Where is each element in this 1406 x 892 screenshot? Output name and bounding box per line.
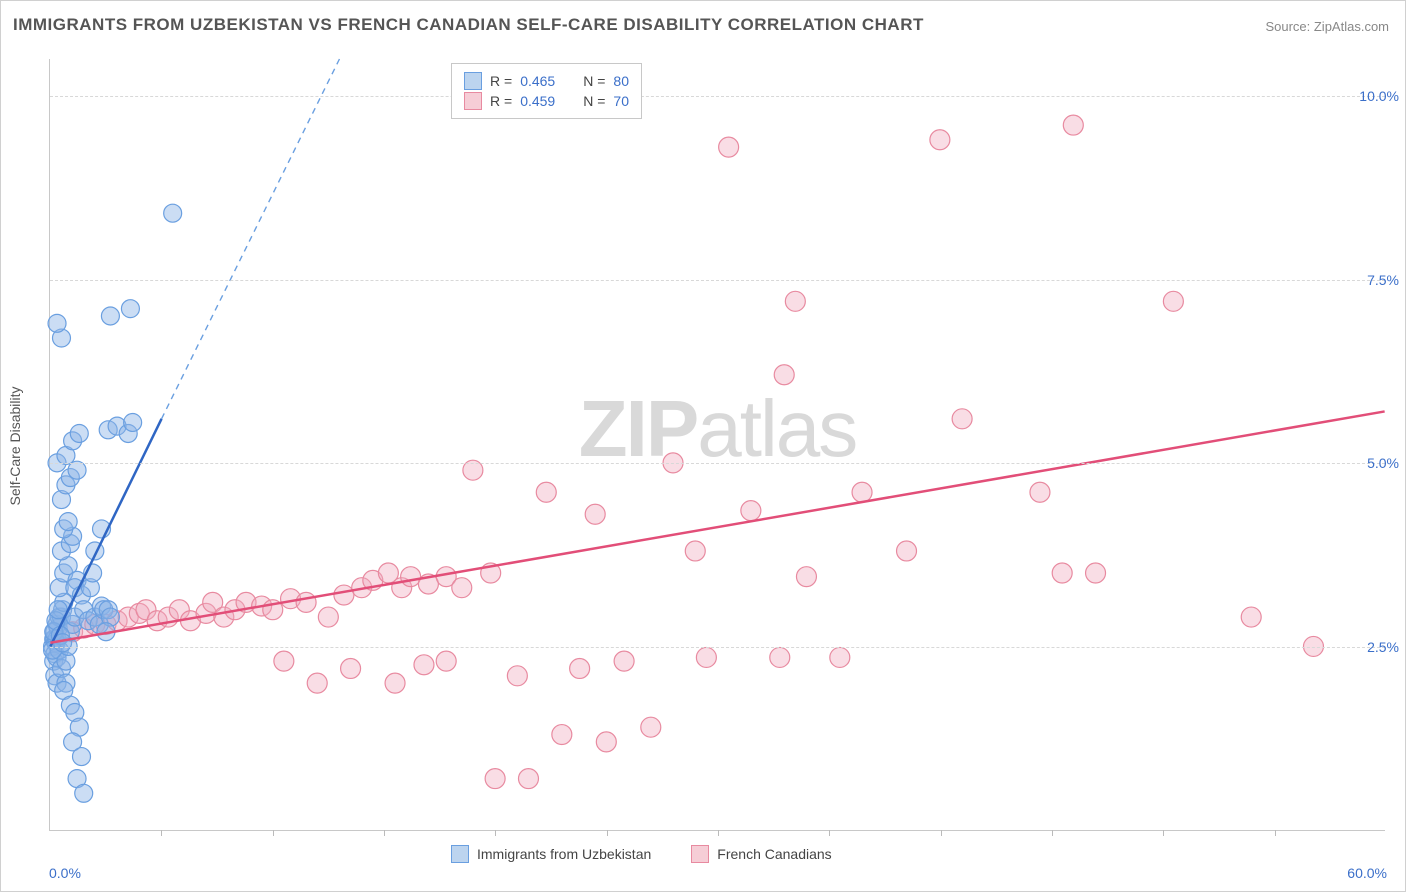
swatch-blue (464, 72, 482, 90)
plot-svg (50, 59, 1385, 830)
swatch-pink-icon (691, 845, 709, 863)
legend-correlation: R = 0.465 N = 80 R = 0.459 N = 70 (451, 63, 642, 119)
n-label-blue: N = (583, 73, 605, 89)
n-value-blue: 80 (613, 73, 629, 89)
legend-item-pink: French Canadians (691, 845, 831, 863)
swatch-pink (464, 92, 482, 110)
r-label-blue: R = (490, 73, 512, 89)
y-tick: 10.0% (1359, 88, 1399, 104)
y-tick: 2.5% (1367, 639, 1399, 655)
chart-title: IMMIGRANTS FROM UZBEKISTAN VS FRENCH CAN… (13, 15, 924, 35)
chart-frame: IMMIGRANTS FROM UZBEKISTAN VS FRENCH CAN… (0, 0, 1406, 892)
x-tick-min: 0.0% (49, 865, 81, 881)
series-label-pink: French Canadians (717, 846, 831, 862)
r-label-pink: R = (490, 93, 512, 109)
y-tick: 7.5% (1367, 272, 1399, 288)
plot-area: ZIPatlas (49, 59, 1385, 831)
legend-series: Immigrants from Uzbekistan French Canadi… (451, 845, 832, 863)
y-tick: 5.0% (1367, 455, 1399, 471)
source-label: Source: ZipAtlas.com (1265, 19, 1389, 34)
legend-item-blue: Immigrants from Uzbekistan (451, 845, 651, 863)
n-value-pink: 70 (613, 93, 629, 109)
r-value-pink: 0.459 (520, 93, 555, 109)
x-tick-max: 60.0% (1347, 865, 1387, 881)
swatch-blue-icon (451, 845, 469, 863)
r-value-blue: 0.465 (520, 73, 555, 89)
series-label-blue: Immigrants from Uzbekistan (477, 846, 651, 862)
legend-row-blue: R = 0.465 N = 80 (464, 72, 629, 90)
legend-row-pink: R = 0.459 N = 70 (464, 92, 629, 110)
n-label-pink: N = (583, 93, 605, 109)
y-axis-label: Self-Care Disability (7, 386, 23, 505)
